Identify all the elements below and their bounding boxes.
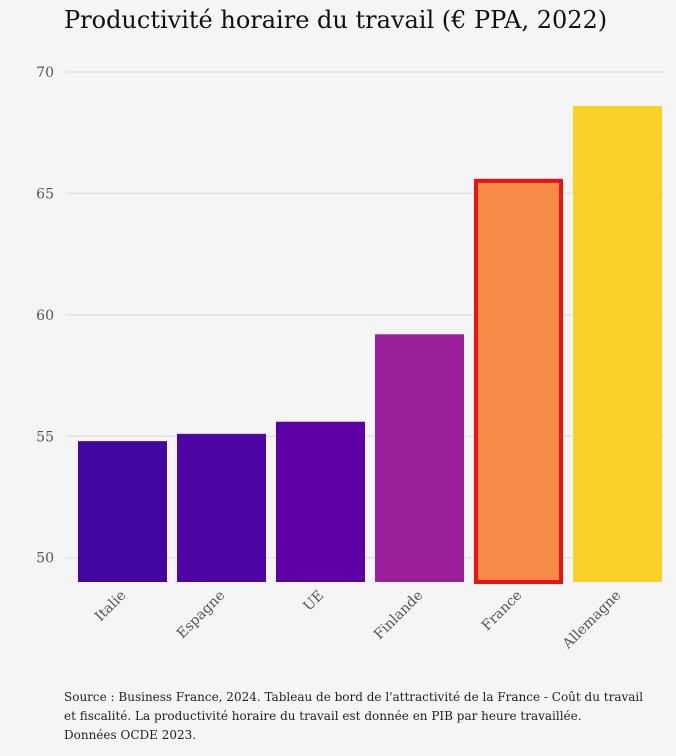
y-axis-ticks: 50 55 60 65 70 bbox=[36, 65, 54, 567]
source-line-3: Données OCDE 2023. bbox=[64, 728, 197, 742]
y-tick-label: 50 bbox=[36, 551, 54, 567]
y-tick-label: 70 bbox=[36, 65, 54, 81]
bar-italie bbox=[78, 441, 167, 582]
x-axis-labels: Italie Espagne UE Finlande France Allemagne bbox=[92, 588, 624, 653]
x-tick-label-allemagne: Allemagne bbox=[559, 588, 624, 653]
y-tick-label: 60 bbox=[36, 308, 54, 324]
bar-espagne bbox=[177, 433, 266, 582]
source-line-1: Source : Business France, 2024. Tableau … bbox=[64, 690, 644, 704]
source-line-2: et fiscalité. La productivité horaire du… bbox=[64, 709, 582, 723]
bar-chart: 50 55 60 65 70 Italie Espagne UE Finlande France… bbox=[36, 65, 664, 653]
source-note: Source : Business France, 2024. Tableau … bbox=[64, 688, 644, 745]
chart-title: Productivité horaire du travail (€ PPA, … bbox=[64, 6, 608, 34]
bar-finlande bbox=[375, 334, 464, 582]
bars bbox=[78, 106, 662, 584]
x-tick-label-espagne: Espagne bbox=[174, 588, 228, 642]
x-tick-label-italie: Italie bbox=[92, 588, 129, 625]
y-tick-label: 55 bbox=[36, 429, 54, 445]
y-tick-label: 65 bbox=[36, 186, 54, 202]
x-tick-label-finlande: Finlande bbox=[371, 588, 426, 643]
bar-france bbox=[474, 178, 563, 584]
x-tick-label-france: France bbox=[479, 588, 526, 635]
bar-allemagne bbox=[573, 106, 662, 582]
x-tick-label-ue: UE bbox=[300, 588, 327, 615]
bar-ue bbox=[276, 421, 365, 582]
